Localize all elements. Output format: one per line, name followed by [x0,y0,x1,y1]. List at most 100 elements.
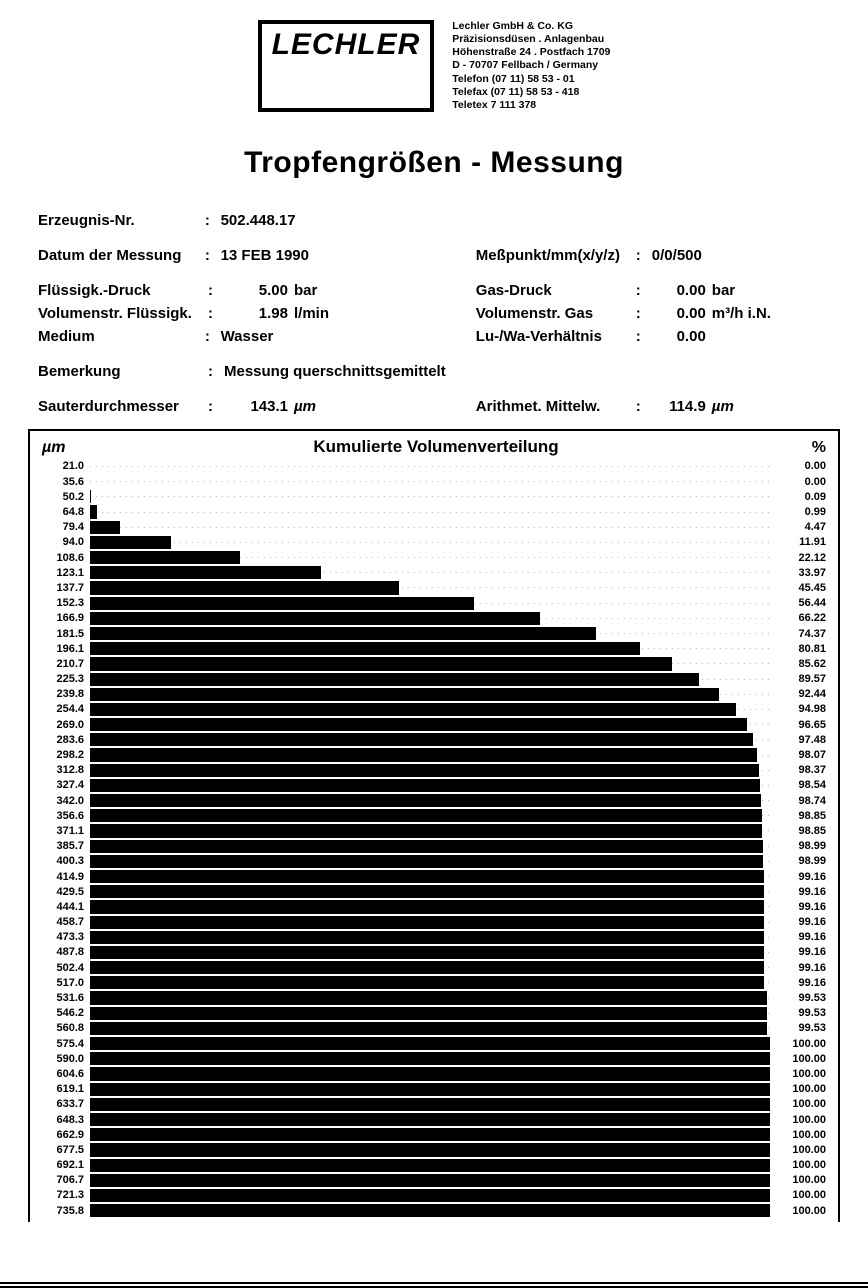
chart-row: 633.7100.00 [42,1097,826,1112]
chart-bar-track [90,1051,770,1066]
chart-row: 414.999.16 [42,869,826,884]
chart-row: 137.7 45.45 [42,580,826,595]
gasdruck-unit: bar [712,282,782,299]
datum-value: 13 FEB 1990 [221,247,476,264]
chart-bar-track [90,611,770,626]
chart-row-pct: 99.16 [770,916,826,928]
chart-row: 166.966.22 [42,611,826,626]
bemerk-label: Bemerkung [38,363,208,380]
chart-row-um: 604.6 [42,1068,90,1080]
sauter-value: 143.1 [224,398,294,415]
chart-row-um: 662.9 [42,1129,90,1141]
chart-rows: 21.00.0035.60.0050.20.0964.80.9979.44.47… [42,459,826,1218]
chart-row-um: 560.8 [42,1022,90,1034]
chart-bar-track [90,565,770,580]
chart-row-pct: 97.48 [770,734,826,746]
fldruck-label: Flüssigk.-Druck [38,282,208,299]
chart-row-um: 721.3 [42,1189,90,1201]
chart-bar [90,931,764,944]
chart-row: 35.6 0.00 [42,474,826,489]
chart-bar-track [90,793,770,808]
chart-row-pct: 45.45 [770,582,826,594]
chart-row: 108.622.12 [42,550,826,565]
chart-bar [90,916,764,929]
chart-row: 546.299.53 [42,1006,826,1021]
chart-row-pct: 4.47 [770,521,826,533]
chart-row-pct: 80.81 [770,643,826,655]
company-address: Lechler GmbH & Co. KG Präzisionsdüsen . … [452,20,610,112]
datum-label: Datum der Messung [38,247,205,264]
chart-row-pct: 98.54 [770,779,826,791]
chart-row-pct: 100.00 [770,1114,826,1126]
chart-row: 196.180.81 [42,641,826,656]
chart-bar-track [90,823,770,838]
chart-bar-track [90,1173,770,1188]
chart-row-pct: 100.00 [770,1068,826,1080]
volfl-value: 1.98 [224,305,294,322]
chart-row: 210.785.62 [42,656,826,671]
chart-bar [90,733,753,746]
chart-bar-track [90,474,770,489]
chart-row-um: 312.8 [42,764,90,776]
chart-row: 575.4100.00 [42,1036,826,1051]
chart-row-pct: 66.22 [770,612,826,624]
chart-left-unit: µm [42,439,96,457]
chart-row-um: 298.2 [42,749,90,761]
chart-bar-track [90,1127,770,1142]
chart-row: 79.44.47 [42,520,826,535]
chart-row: 123.1 33.97 [42,565,826,580]
chart-row-pct: 56.44 [770,597,826,609]
chart-row: 283.6 97.48 [42,732,826,747]
chart-bar-track [90,1188,770,1203]
chart-row-um: 35.6 [42,476,90,488]
chart-row-um: 137.7 [42,582,90,594]
messpunkt-value: 0/0/500 [652,247,702,264]
chart-row: 677.5100.00 [42,1142,826,1157]
chart-bar [90,627,596,640]
chart-row: 502.499.16 [42,960,826,975]
chart-row-um: 21.0 [42,460,90,472]
chart-row-pct: 100.00 [770,1098,826,1110]
chart-row-pct: 100.00 [770,1205,826,1217]
chart-bar [90,946,764,959]
chart-bar-track [90,732,770,747]
chart-bar-track [90,1203,770,1218]
chart-bar-track [90,945,770,960]
chart-bar [90,885,764,898]
chart-bar-track [90,1036,770,1051]
volgas-unit: m³/h i.N. [712,305,782,322]
chart-bar [90,809,762,822]
chart-row-pct: 33.97 [770,567,826,579]
chart-row: 21.00.00 [42,459,826,474]
chart-row-pct: 85.62 [770,658,826,670]
distribution-chart: µm Kumulierte Volumenverteilung % 21.00.… [28,429,840,1222]
chart-row-um: 531.6 [42,992,90,1004]
chart-row-um: 546.2 [42,1007,90,1019]
sauter-label: Sauterdurchmesser [38,398,208,415]
chart-bar-track [90,550,770,565]
chart-row: 327.498.54 [42,778,826,793]
chart-row: 473.399.16 [42,930,826,945]
chart-row: 648.3100.00 [42,1112,826,1127]
chart-row: 721.3100.00 [42,1188,826,1203]
chart-row: 225.389.57 [42,672,826,687]
chart-row: 560.899.53 [42,1021,826,1036]
arith-unit: µm [712,398,782,415]
document-header: LECHLER Lechler GmbH & Co. KG Präzisions… [28,20,840,112]
chart-bar-track [90,535,770,550]
chart-row: 531.699.53 [42,990,826,1005]
chart-row-um: 706.7 [42,1174,90,1186]
chart-row-pct: 0.09 [770,491,826,503]
chart-bar-track [90,1097,770,1112]
chart-bar-track [90,596,770,611]
chart-row-um: 517.0 [42,977,90,989]
chart-bar-track [90,1112,770,1127]
chart-row-pct: 0.00 [770,476,826,488]
chart-bar-track [90,1021,770,1036]
chart-row-um: 50.2 [42,491,90,503]
chart-row-um: 254.4 [42,703,90,715]
chart-row-um: 283.6 [42,734,90,746]
chart-row-pct: 99.16 [770,931,826,943]
chart-row-um: 123.1 [42,567,90,579]
chart-bar-track [90,1006,770,1021]
